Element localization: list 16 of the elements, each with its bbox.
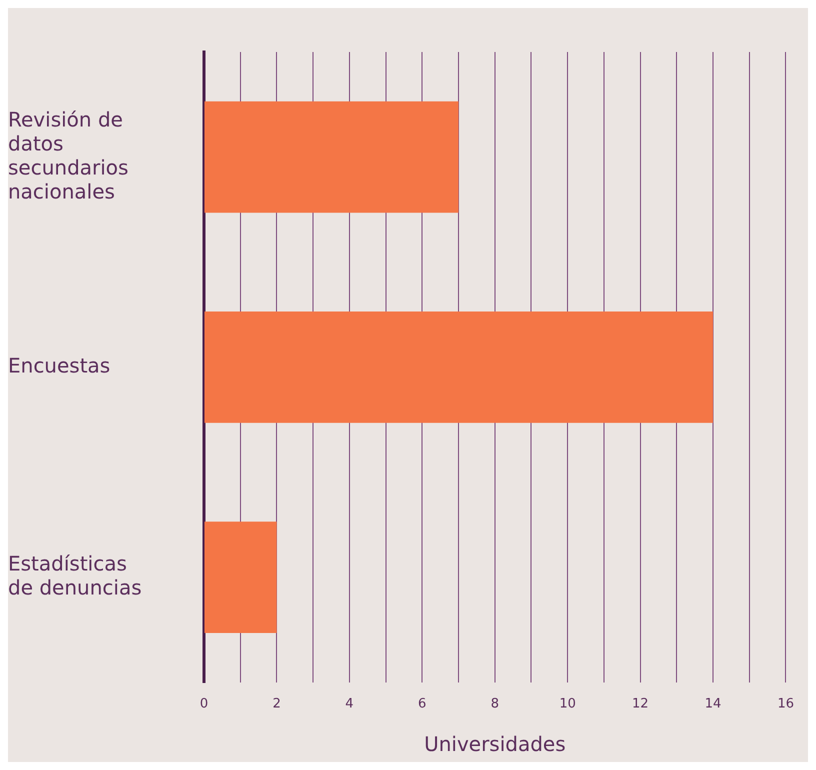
x-axis-title: Universidades — [424, 732, 566, 756]
bar — [204, 522, 277, 634]
x-tick-label: 8 — [490, 696, 500, 712]
x-tick-label: 14 — [704, 696, 722, 712]
x-tick-label: 6 — [418, 696, 426, 712]
x-tick-label: 0 — [200, 696, 208, 712]
x-tick-label: 16 — [777, 696, 794, 712]
bar — [204, 312, 714, 423]
y-tick-label: Revisión de datos secundarios nacionales — [8, 107, 128, 204]
x-tick-label: 2 — [272, 696, 281, 712]
x-tick-label: 4 — [345, 696, 354, 712]
y-tick-label: Encuestas — [8, 353, 110, 378]
x-tick-label: 10 — [559, 696, 576, 712]
y-tick-label: Estadísticas de denuncias — [8, 552, 142, 600]
x-tick-label: 12 — [632, 696, 649, 712]
bar — [204, 101, 459, 213]
